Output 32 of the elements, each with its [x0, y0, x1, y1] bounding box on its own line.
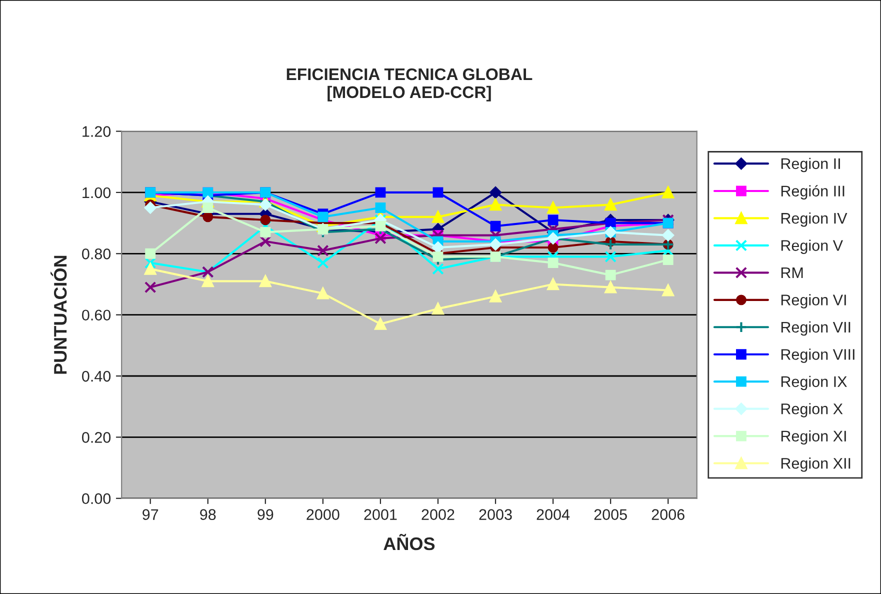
legend-label: Region II	[781, 158, 840, 172]
x-tick-label: 2004	[536, 509, 570, 520]
legend-label: Region VI	[781, 294, 846, 308]
x-tick-label: 2003	[479, 509, 512, 520]
x-tick-label: 2000	[306, 509, 340, 520]
y-tick-label: 0.80	[82, 248, 111, 260]
y-axis-title: PUNTUACIÓN	[50, 256, 67, 374]
x-tick-label: 2002	[422, 509, 454, 520]
y-tick-label: 0.20	[82, 432, 111, 443]
x-tick-label: 2001	[364, 509, 397, 520]
chart-title: EFICIENCIA TECNICA GLOBAL [MODELO AED-CCR]	[286, 68, 532, 102]
legend-label: Region IV	[781, 212, 848, 227]
y-tick-label: 0.40	[82, 370, 111, 382]
legend-label: Region VII	[781, 321, 850, 336]
legend-label: Región III	[781, 185, 844, 200]
legend-label: Region XI	[781, 430, 846, 445]
legend-label: Region XII	[781, 458, 850, 472]
x-axis-title: AÑOS	[384, 534, 435, 550]
x-tick-label: 2005	[594, 509, 627, 520]
x-tick-label: 98	[200, 509, 216, 520]
legend-label: RM	[781, 268, 803, 278]
y-tick-label: 0.00	[82, 493, 111, 504]
legend-label: Region VIII	[781, 348, 854, 363]
y-tick-label: 1.00	[82, 187, 111, 198]
y-tick-label: 0.60	[82, 310, 111, 321]
x-tick-label: 99	[258, 509, 274, 520]
legend-label: Region X	[781, 403, 843, 418]
x-tick-label: 2006	[652, 509, 684, 520]
y-tick-label: 1.20	[82, 126, 111, 137]
legend-label: Region V	[781, 240, 843, 254]
x-tick-label: 97	[142, 509, 158, 520]
legend-label: Region IX	[781, 376, 847, 390]
